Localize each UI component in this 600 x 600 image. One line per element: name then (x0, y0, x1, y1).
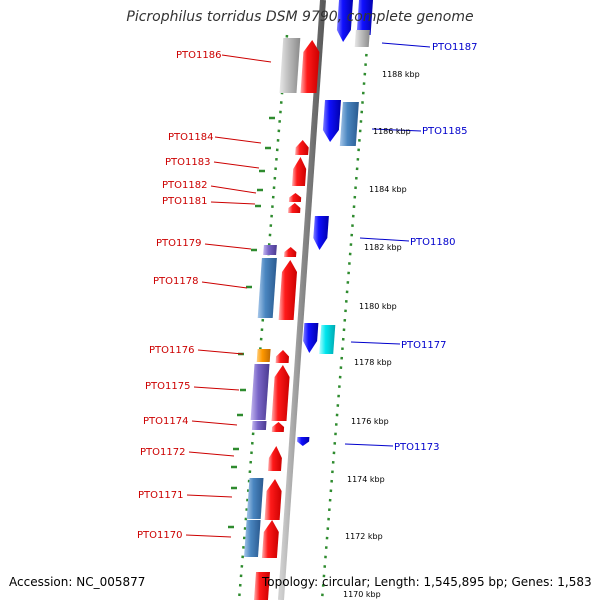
gene-pto1173[interactable] (297, 437, 310, 446)
genome-title: Picrophilus torridus DSM 9790, complete … (126, 9, 474, 25)
right-gene-label[interactable]: PTO1177 (401, 340, 446, 351)
gene-pto1187-a[interactable] (356, 0, 374, 35)
left-gene-label[interactable]: PTO1179 (156, 238, 201, 249)
gene-pto1171[interactable] (264, 479, 282, 520)
left-leader-line (191, 420, 238, 426)
accession-text: Accession: NC_005877 (9, 575, 146, 589)
left-gene-label[interactable]: PTO1176 (149, 345, 194, 356)
gene-pto1181[interactable] (288, 203, 301, 213)
gene-pto1175[interactable] (271, 365, 290, 421)
left-gene-label[interactable]: PTO1181 (162, 196, 207, 207)
left-gene-label[interactable]: PTO1172 (140, 447, 185, 458)
right-leader-line (359, 237, 410, 242)
kbp-ticks: 1188 kbp 1186 kbp 1184 kbp 1182 kbp 1180 kbp… (343, 70, 420, 599)
gene-pto1177-a[interactable] (303, 323, 319, 353)
topology-text: Topology: circular; Length: 1,545,895 bp… (262, 575, 592, 589)
right-gene-label[interactable]: PTO1173 (394, 442, 439, 453)
right-gene-label[interactable]: PTO1180 (410, 237, 455, 248)
gene-pto1183[interactable] (292, 157, 307, 186)
right-leader-line (381, 42, 431, 48)
left-leader-line (210, 185, 257, 194)
left-gene-label[interactable]: PTO1174 (143, 416, 188, 427)
right-gene-label[interactable]: PTO1187 (432, 42, 477, 53)
left-leader-line (210, 201, 256, 205)
gene-pto1187-c[interactable] (336, 0, 354, 42)
left-gene-label[interactable]: PTO1175 (145, 381, 190, 392)
left-leader-line (214, 136, 262, 144)
left-leader-line (201, 281, 248, 289)
right-leader-line (344, 443, 394, 447)
gene-pto1170-steel[interactable] (244, 520, 261, 557)
right-leader-line (350, 341, 401, 345)
kbp-tick-label: 1172 kbp (345, 532, 383, 541)
left-leader-line (193, 386, 240, 391)
label-leader-lines (185, 42, 431, 538)
left-leader-line (204, 243, 252, 250)
left-leader-line (186, 494, 233, 498)
left-leader-line (213, 161, 260, 169)
kbp-tick-label: 1170 kbp (343, 590, 381, 599)
gene-bottom-partial[interactable] (254, 572, 270, 600)
dotted-boundary-lines (228, 34, 370, 600)
gene-pto1179-red[interactable] (284, 247, 297, 257)
gene-pto1174[interactable] (271, 422, 285, 432)
gene-pto1178-steel[interactable] (257, 258, 277, 318)
left-leader-line (197, 349, 244, 355)
kbp-tick-label: 1180 kbp (359, 302, 397, 311)
gene-pto1177-b[interactable] (319, 325, 336, 354)
gene-pto1186-gray[interactable] (279, 38, 301, 93)
left-leader-line (185, 534, 232, 538)
kbp-tick-label: 1178 kbp (354, 358, 392, 367)
gene-pto1184[interactable] (295, 140, 309, 155)
gene-pto1180[interactable] (313, 216, 329, 250)
gene-pto1185-b[interactable] (339, 102, 359, 146)
genome-backbone (278, 0, 326, 600)
left-gene-label[interactable]: PTO1183 (165, 157, 210, 168)
backbone-line (278, 0, 326, 600)
left-gene-label[interactable]: PTO1178 (153, 276, 198, 287)
gene-pto1182[interactable] (288, 193, 302, 202)
kbp-tick-label: 1176 kbp (351, 417, 389, 426)
kbp-tick-label: 1174 kbp (347, 475, 385, 484)
gene-labels: PTO1186 PTO1184 PTO1183 PTO1182 PTO1181 PTO11… (137, 42, 477, 541)
gene-pto1178[interactable] (278, 260, 297, 320)
right-gene-label[interactable]: PTO1185 (422, 126, 467, 137)
gene-pto1170[interactable] (261, 520, 279, 558)
left-gene-label[interactable]: PTO1182 (162, 180, 207, 191)
left-leader-line (188, 451, 235, 457)
gene-pto1171-steel[interactable] (246, 478, 264, 519)
kbp-tick-label: 1188 kbp (382, 70, 420, 79)
left-gene-label[interactable]: PTO1170 (137, 530, 182, 541)
gene-pto1176-orange[interactable] (256, 349, 271, 362)
kbp-tick-label: 1186 kbp (373, 127, 411, 136)
gene-pto1175-purple[interactable] (250, 364, 270, 420)
gene-pto1187-b[interactable] (354, 30, 370, 47)
gene-pto1179[interactable] (263, 245, 277, 255)
gene-pto1172[interactable] (268, 446, 282, 471)
left-gene-label[interactable]: PTO1171 (138, 490, 183, 501)
gene-pto1186[interactable] (300, 40, 320, 93)
right-leader-line (371, 128, 422, 132)
kbp-tick-label: 1182 kbp (364, 243, 402, 252)
left-leader-line (221, 54, 272, 63)
gene-pto1174-purple[interactable] (251, 421, 267, 430)
gene-features (244, 0, 374, 600)
kbp-tick-label: 1184 kbp (369, 185, 407, 194)
gene-pto1185-a[interactable] (322, 100, 341, 142)
gene-pto1176[interactable] (275, 350, 289, 363)
left-gene-label[interactable]: PTO1184 (168, 132, 213, 143)
left-gene-label[interactable]: PTO1186 (176, 50, 221, 61)
